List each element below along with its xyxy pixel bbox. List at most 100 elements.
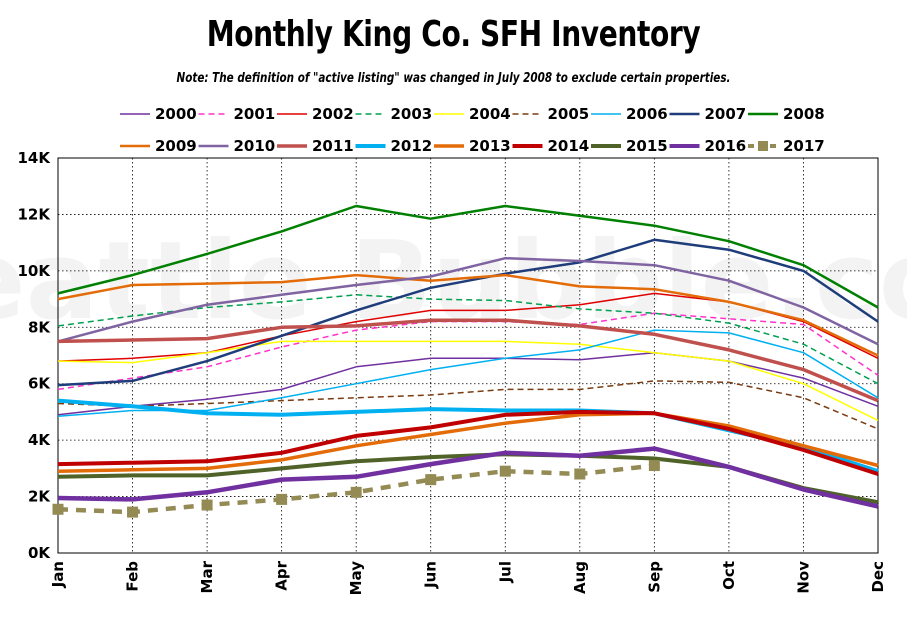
legend-item-2001: 2001: [198, 105, 276, 123]
legend: 2000 2001 2002 2003 2004 2005 2006 2007 2008 2009…: [120, 105, 825, 155]
x-tick-label: Nov: [794, 561, 812, 594]
series-lines: [52, 204, 879, 518]
legend-item-2005: 2005: [512, 105, 590, 123]
series-2005: [57, 380, 879, 430]
legend-item-2008: 2008: [748, 105, 825, 123]
legend-item-2013: 2013: [434, 137, 511, 155]
x-tick-label: Sep: [645, 561, 663, 593]
series-line-2005: [57, 380, 879, 430]
legend-item-2017: 2017: [748, 137, 825, 155]
series-line-2011: [57, 318, 879, 403]
series-2008: [57, 204, 879, 309]
x-tick-label: Mar: [198, 560, 216, 593]
x-tick-label: Feb: [124, 561, 142, 592]
series-2017: [52, 460, 660, 518]
x-tick-label: Jan: [49, 561, 67, 588]
series-line-2003: [57, 294, 879, 385]
legend-item-2015: 2015: [591, 137, 668, 155]
data-point-marker: [648, 460, 660, 472]
legend-label: 2012: [391, 137, 433, 155]
y-tick-label: 6K: [28, 375, 51, 393]
series-line-2013: [57, 411, 879, 473]
legend-label: 2003: [391, 105, 433, 123]
y-tick-label: 14K: [18, 149, 52, 167]
series-line-2017: [57, 463, 655, 515]
legend-label: 2013: [469, 137, 511, 155]
series-line-2010: [57, 256, 879, 346]
x-axis: Jan Feb Mar Apr May Jun Jul Aug Sep Oct Nov Dec: [49, 560, 887, 595]
x-tick-label: Apr: [273, 560, 291, 590]
series-line-2014: [57, 409, 879, 476]
legend-label: 2007: [705, 105, 747, 123]
x-tick-label: May: [347, 561, 365, 596]
legend-label: 2004: [469, 105, 511, 123]
legend-item-2004: 2004: [434, 105, 511, 123]
grid-lines: [58, 158, 878, 553]
legend-item-2003: 2003: [355, 105, 433, 123]
data-point-marker: [574, 468, 586, 480]
legend-item-2009: 2009: [120, 137, 197, 155]
series-2010: [57, 256, 879, 346]
x-tick-label: Oct: [720, 561, 738, 590]
data-point-marker: [127, 506, 139, 518]
legend-item-2016: 2016: [669, 137, 747, 155]
legend-label: 2000: [155, 105, 197, 123]
series-line-2004: [57, 340, 879, 422]
legend-item-2010: 2010: [198, 137, 276, 155]
legend-label: 2005: [548, 105, 590, 123]
series-2016: [57, 446, 879, 509]
y-tick-label: 2K: [28, 488, 51, 506]
legend-item-2012: 2012: [355, 137, 433, 155]
x-tick-label: Jun: [422, 561, 440, 589]
x-tick-label: Dec: [869, 561, 887, 593]
series-2003: [57, 294, 879, 385]
data-point-marker: [350, 486, 362, 498]
legend-label: 2017: [783, 137, 825, 155]
x-tick-label: Jul: [496, 561, 514, 583]
x-tick-label: Aug: [571, 561, 589, 594]
legend-label: 2011: [312, 137, 354, 155]
legend-item-2000: 2000: [120, 105, 197, 123]
data-point-marker: [201, 499, 213, 511]
data-point-marker: [276, 493, 288, 505]
watermark-text: Seattle Bubble.com: [0, 219, 907, 344]
y-tick-label: 4K: [28, 431, 51, 449]
legend-item-2007: 2007: [669, 105, 747, 123]
series-line-2000: [57, 351, 879, 416]
series-line-2016: [57, 446, 879, 509]
series-2014: [57, 409, 879, 476]
y-tick-label: 10K: [18, 262, 52, 280]
legend-label: 2010: [234, 137, 276, 155]
chart-subtitle: Note: The definition of "active listing"…: [176, 71, 731, 86]
series-2009: [57, 273, 879, 357]
legend-label: 2014: [548, 137, 590, 155]
legend-label: 2016: [705, 137, 747, 155]
series-2004: [57, 340, 879, 422]
series-2001: [57, 312, 879, 391]
series-line-2008: [57, 204, 879, 309]
series-line-2007: [57, 238, 879, 387]
y-tick-label: 12K: [18, 205, 52, 223]
y-axis: 0K 2K 4K 6K 8K 10K 12K 14K: [18, 149, 52, 562]
series-line-2009: [57, 273, 879, 357]
legend-item-2006: 2006: [591, 105, 668, 123]
legend-label: 2001: [234, 105, 276, 123]
legend-label: 2008: [783, 105, 825, 123]
y-tick-label: 8K: [28, 318, 51, 336]
legend-item-2011: 2011: [277, 137, 354, 155]
series-2000: [57, 351, 879, 416]
y-tick-label: 0K: [28, 544, 51, 562]
data-point-marker: [499, 465, 511, 477]
legend-label: 2009: [155, 137, 197, 155]
legend-item-2002: 2002: [277, 105, 354, 123]
series-2007: [57, 238, 879, 387]
legend-label: 2015: [626, 137, 668, 155]
chart-title: Monthly King Co. SFH Inventory: [206, 14, 701, 55]
data-point-marker: [425, 474, 437, 486]
data-point-marker: [52, 503, 64, 515]
series-2011: [57, 318, 879, 403]
legend-label: 2002: [312, 105, 354, 123]
series-2013: [57, 411, 879, 473]
legend-label: 2006: [626, 105, 668, 123]
